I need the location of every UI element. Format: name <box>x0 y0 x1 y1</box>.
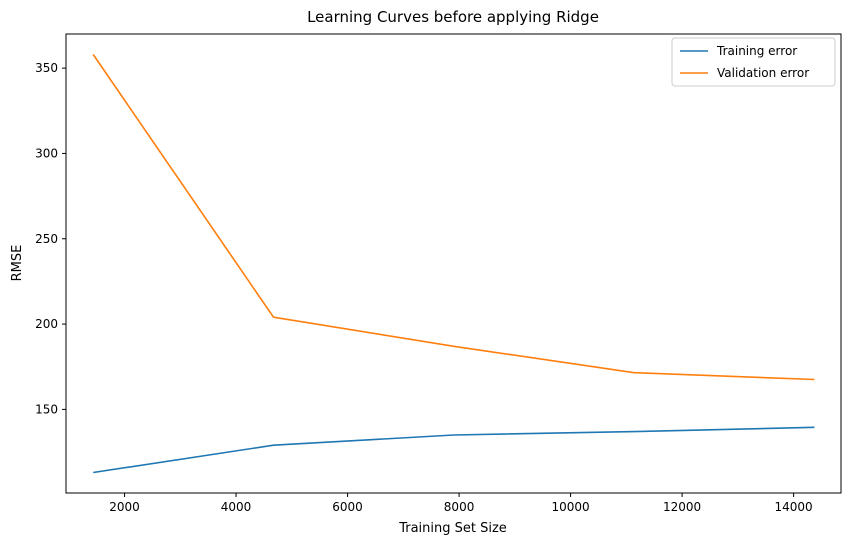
chart-title: Learning Curves before applying Ridge <box>307 8 599 26</box>
y-axis-label: RMSE <box>10 245 25 282</box>
y-tick-label: 350 <box>35 61 58 75</box>
x-tick-label: 10000 <box>551 500 589 514</box>
y-tick-label: 150 <box>35 402 58 416</box>
legend-label: Validation error <box>717 66 809 80</box>
series-line-validation-error <box>92 54 815 381</box>
series-line-training-error <box>93 426 815 474</box>
series-layer <box>92 54 815 474</box>
x-tick-label: 12000 <box>663 500 701 514</box>
x-tick-label: 8000 <box>444 500 475 514</box>
legend: Training error Validation error <box>671 37 836 87</box>
x-tick-label: 2000 <box>109 500 140 514</box>
x-axis: 2000 4000 6000 8000 10000 12000 14000 <box>109 493 813 514</box>
x-tick-label: 14000 <box>775 500 813 514</box>
y-axis: 150 200 250 300 350 <box>35 61 66 416</box>
y-tick-label: 300 <box>35 146 58 160</box>
x-tick-label: 6000 <box>332 500 363 514</box>
y-tick-label: 200 <box>35 317 58 331</box>
legend-label: Training error <box>716 44 797 58</box>
x-tick-label: 4000 <box>221 500 252 514</box>
x-axis-label: Training Set Size <box>398 521 507 536</box>
plot-frame <box>65 33 842 494</box>
legend-box <box>671 37 836 87</box>
y-tick-label: 250 <box>35 232 58 246</box>
